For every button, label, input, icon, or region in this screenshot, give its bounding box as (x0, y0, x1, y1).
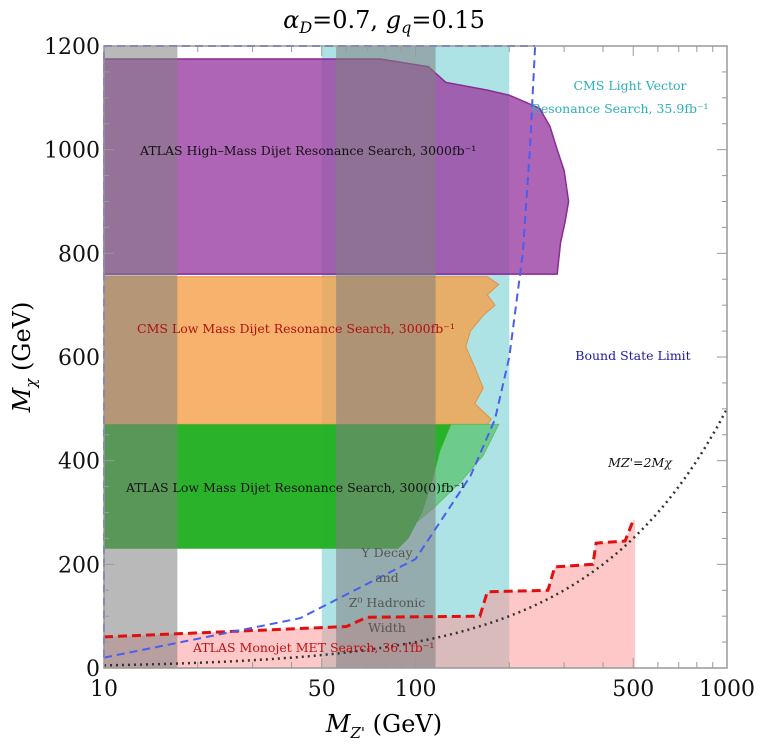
y-tick-label: 800 (58, 242, 100, 267)
upsilon-z0-label-line4: Width (368, 620, 406, 635)
atlas-monojet-label: ATLAS Monojet MET Search, 36.1fb⁻¹ (192, 640, 434, 655)
x-tick-label: 50 (308, 677, 336, 702)
mz-2mchi-label: MZ'=2Mχ (607, 455, 673, 470)
x-tick-label: 10 (90, 677, 118, 702)
bound-state-limit-curve (103, 45, 537, 659)
atlas-high-mass-label: ATLAS High–Mass Dijet Resonance Search, … (139, 143, 476, 158)
upsilon-z0-label-line2: and (375, 570, 399, 585)
y-tick-label: 400 (58, 450, 100, 475)
upsilon-z0-label-line1: Υ Decay (360, 545, 413, 560)
cms-light-vector-label-line1: CMS Light Vector (573, 78, 686, 93)
y-tick-label: 1000 (44, 139, 100, 164)
y-tick-label: 600 (58, 346, 100, 371)
x-tick-label: 500 (612, 677, 654, 702)
atlas-monojet-region (104, 520, 636, 668)
upsilon-z0-label-line3: Z⁰ Hadronic (349, 595, 426, 610)
atlas-monojet-boundary (103, 518, 636, 639)
cms-low-mass-label: CMS Low Mass Dijet Resonance Search, 300… (137, 321, 455, 336)
y-axis-label: Mχ (GeV) (8, 302, 40, 414)
mz-2mchi-curve (103, 408, 729, 667)
y-tick-label: 1200 (44, 35, 100, 60)
chart-title: αD=0.7, gq=0.15 (283, 6, 485, 37)
upsilon-z0-band-0 (104, 46, 178, 668)
x-axis-label: MZ' (GeV) (325, 710, 442, 742)
cms-light-vector-label-line2: Resonance Search, 35.9fb⁻¹ (531, 101, 708, 116)
atlas-low-mass-label: ATLAS Low Mass Dijet Resonance Search, 3… (125, 480, 465, 495)
x-tick-label: 1000 (699, 677, 755, 702)
y-tick-label: 200 (58, 553, 100, 578)
bound-state-limit-label: Bound State Limit (575, 348, 690, 363)
upsilon-z0-band-1 (336, 46, 436, 668)
y-tick-label: 0 (86, 657, 100, 682)
x-tick-label: 100 (395, 677, 437, 702)
